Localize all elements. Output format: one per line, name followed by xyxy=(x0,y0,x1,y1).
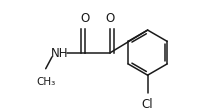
Text: O: O xyxy=(80,12,89,25)
Text: Cl: Cl xyxy=(142,97,153,110)
Text: CH₃: CH₃ xyxy=(36,76,55,86)
Text: NH: NH xyxy=(51,47,68,60)
Text: O: O xyxy=(106,12,115,25)
